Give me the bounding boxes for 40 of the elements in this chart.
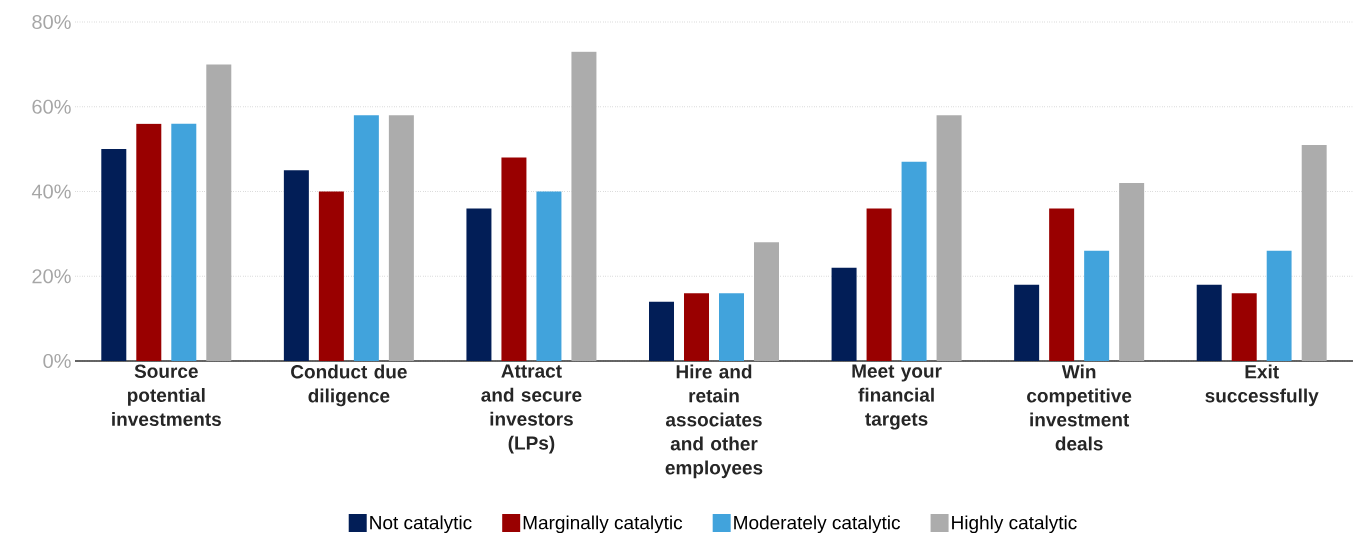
- bar: [283, 170, 309, 361]
- legend-label: Highly catalytic: [952, 515, 1077, 534]
- legend-label: Marginally catalytic: [523, 515, 683, 534]
- bar: [353, 115, 379, 361]
- bar: [1014, 284, 1040, 361]
- bar: [136, 123, 162, 361]
- bar: [866, 208, 892, 361]
- bar: [1231, 293, 1257, 361]
- bar: [1119, 183, 1145, 361]
- x-tick-label: Win competitive investment deals: [1027, 364, 1132, 451]
- bar: [831, 267, 857, 361]
- x-tick-label: Source potential investments: [112, 364, 221, 426]
- y-tick-label: 40%: [31, 184, 71, 199]
- bar: [1049, 208, 1075, 361]
- bar: [501, 157, 527, 361]
- y-tick-label: 60%: [32, 99, 71, 114]
- bar: [536, 191, 562, 361]
- y-tick-label: 0%: [43, 353, 71, 369]
- bar: [171, 123, 197, 361]
- y-tick-label: 20%: [32, 269, 71, 284]
- bar: [1266, 250, 1292, 361]
- legend-label: Moderately catalytic: [734, 515, 901, 534]
- bar: [1301, 144, 1327, 361]
- x-tick-label: Exit successfully: [1205, 364, 1319, 407]
- bar: [101, 149, 127, 361]
- bar: [1196, 284, 1222, 361]
- bar: [466, 208, 492, 361]
- legend-label: Not catalytic: [370, 515, 472, 534]
- x-tick-label: Conduct due diligence: [291, 364, 407, 407]
- bar: [936, 115, 962, 361]
- bar: [684, 293, 709, 361]
- bar: [901, 161, 927, 361]
- x-tick-label: Meet your financial targets: [852, 364, 942, 430]
- bar: [318, 191, 344, 361]
- x-tick-label: Hire and retain associates and other employees: [665, 364, 763, 479]
- x-tick-label: Attract and secure investors (LPs): [481, 364, 582, 454]
- bar: [719, 293, 745, 361]
- bar: [1084, 250, 1110, 361]
- bar: [649, 301, 674, 361]
- y-tick-label: 80%: [32, 14, 71, 30]
